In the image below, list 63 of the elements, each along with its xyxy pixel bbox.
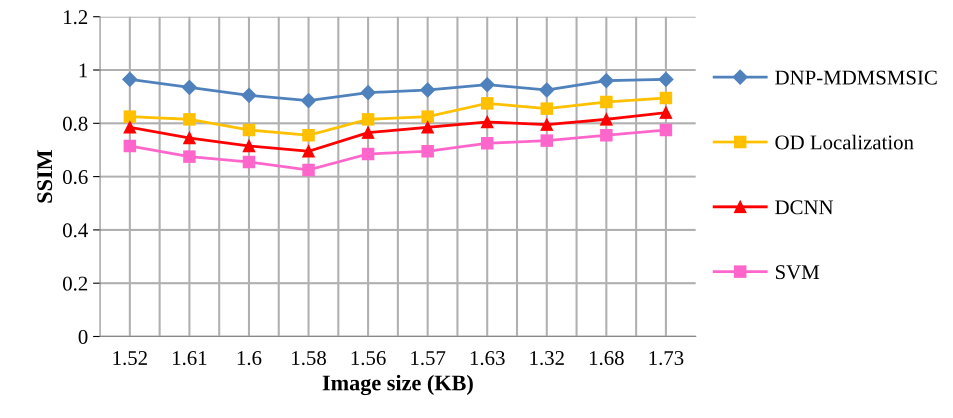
x-tick-label: 1.32 bbox=[530, 351, 564, 366]
x-tick-label: 1.52 bbox=[113, 351, 147, 366]
point bbox=[420, 82, 436, 98]
x-tick-label: 1.56 bbox=[352, 351, 386, 366]
point bbox=[600, 129, 613, 142]
y-tick-label: 0.6 bbox=[63, 170, 88, 184]
point bbox=[302, 145, 315, 158]
legend-label: DCNN bbox=[775, 200, 834, 214]
x-tick-label: 1.68 bbox=[590, 350, 624, 366]
point bbox=[124, 140, 136, 152]
y-axis-title: SSIM bbox=[37, 150, 52, 203]
point bbox=[658, 72, 674, 87]
point bbox=[124, 121, 136, 134]
point bbox=[182, 80, 197, 95]
point bbox=[124, 110, 136, 123]
point bbox=[360, 85, 376, 100]
point bbox=[122, 72, 138, 87]
point bbox=[300, 93, 316, 108]
y-tick-label: 0 bbox=[78, 330, 88, 344]
point bbox=[660, 92, 672, 104]
point bbox=[600, 113, 613, 126]
point bbox=[421, 110, 434, 123]
y-tick-label: 0.4 bbox=[63, 223, 88, 238]
point bbox=[362, 113, 374, 126]
point bbox=[540, 118, 554, 131]
point bbox=[660, 124, 672, 136]
x-tick-label: 1.63 bbox=[470, 351, 505, 366]
point bbox=[540, 102, 554, 115]
x-tick-label: 1.58 bbox=[292, 350, 326, 366]
point bbox=[598, 73, 614, 88]
x-tick-label: 1.73 bbox=[650, 351, 684, 366]
point bbox=[480, 137, 494, 150]
y-tick-label: 0.8 bbox=[63, 116, 88, 131]
x-tick-label: 1.61 bbox=[173, 351, 206, 366]
point bbox=[183, 113, 196, 126]
y-tick-label: 1 bbox=[80, 63, 88, 78]
legend-label: OD Localization bbox=[775, 134, 914, 150]
point bbox=[362, 148, 374, 160]
point bbox=[183, 132, 196, 144]
point bbox=[242, 140, 256, 152]
x-tick-label: 1.6 bbox=[238, 351, 262, 366]
x-axis-title: Image size (KB) bbox=[322, 374, 473, 396]
point bbox=[540, 134, 554, 147]
point bbox=[539, 82, 554, 98]
legend-label: DNP-MDMSMSIC bbox=[775, 70, 937, 85]
legend-label: SVM bbox=[776, 265, 820, 280]
point bbox=[302, 129, 315, 142]
point bbox=[600, 96, 613, 108]
point bbox=[480, 97, 494, 110]
point bbox=[302, 164, 315, 176]
point bbox=[183, 150, 196, 163]
point bbox=[421, 121, 434, 134]
point bbox=[480, 77, 495, 92]
point bbox=[242, 156, 256, 168]
x-tick-label: 1.57 bbox=[411, 351, 446, 366]
point bbox=[242, 124, 256, 136]
point bbox=[241, 88, 257, 103]
y-tick-label: 0.2 bbox=[63, 276, 88, 291]
y-tick-label: 1.2 bbox=[64, 10, 88, 24]
point bbox=[480, 116, 494, 128]
point bbox=[362, 126, 374, 139]
point bbox=[660, 106, 672, 119]
point bbox=[421, 145, 434, 158]
